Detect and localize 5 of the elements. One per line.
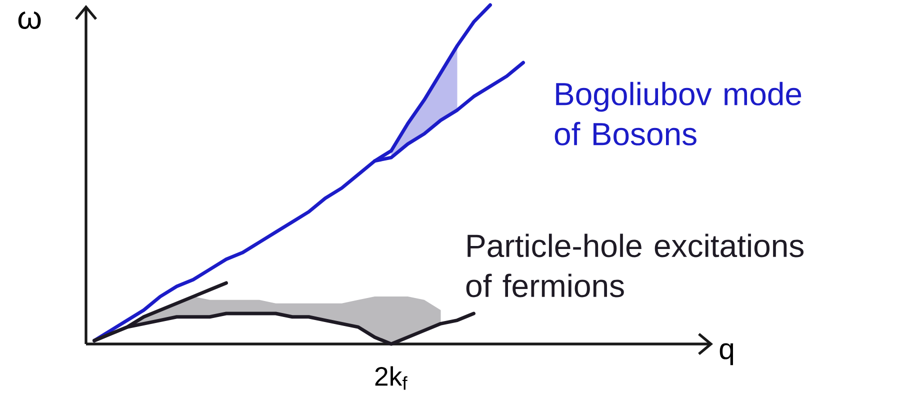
series-label: Particle-hole excitations of fermions [466,234,804,298]
series-label: Bogoliubov mode of Bosons [554,82,802,146]
y-axis-title: ω [18,11,41,30]
text: 2k$_{f}$ [375,366,408,390]
x-axis-title: q [720,343,734,366]
